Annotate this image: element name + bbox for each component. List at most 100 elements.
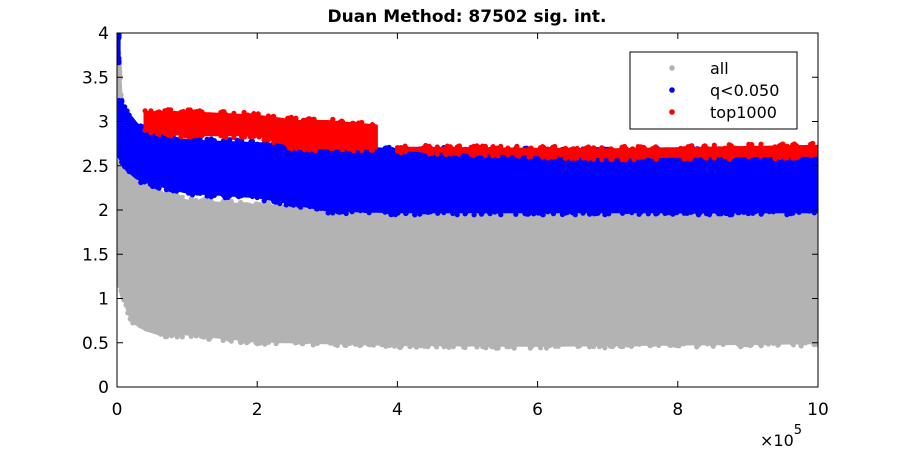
data-point [570,146,576,152]
data-point [350,120,356,126]
data-point [389,147,395,153]
data-point [383,207,389,213]
data-point [555,343,561,349]
data-point [811,210,817,216]
data-point [758,141,764,147]
data-point [785,339,791,345]
data-point [757,341,763,347]
data-point [310,342,316,348]
series-top1000 [142,107,818,163]
data-point [369,147,375,153]
data-point [619,210,626,216]
data-point [238,339,244,345]
data-point [462,210,469,216]
data-point [703,145,709,151]
data-point [352,341,359,347]
data-point [288,114,294,120]
data-point [775,342,781,348]
data-point [402,144,408,151]
data-point [454,212,460,218]
legend-label: top1000 [710,103,777,122]
data-point [301,338,307,344]
x-tick-label: 4 [392,400,403,420]
data-point [314,340,320,346]
data-point [550,210,557,217]
x-tick-label: 8 [672,400,683,420]
data-point [505,152,511,158]
data-point [300,117,306,123]
data-point [208,194,214,200]
data-point [293,145,299,151]
data-point [609,147,615,153]
data-point [343,340,349,347]
data-point [130,320,136,326]
data-point [770,208,776,214]
data-point [591,343,597,350]
data-point [144,326,150,332]
data-point [689,154,695,160]
data-point [350,145,356,151]
data-point [251,111,257,117]
data-point [617,343,623,349]
data-point [261,115,267,121]
data-point [251,133,257,139]
data-point [559,211,566,218]
data-point [480,343,486,349]
data-point [169,194,175,200]
data-point [231,110,237,116]
data-point [421,343,427,349]
data-point [395,210,401,216]
data-point [261,198,267,204]
data-point [270,114,276,120]
data-point [476,149,482,155]
data-point [206,336,212,342]
data-point [174,136,180,142]
data-point [141,179,148,185]
data-point [726,142,732,148]
data-point [456,143,462,149]
x-tick-label: 6 [532,400,543,420]
data-point [337,144,343,150]
data-point [413,344,420,350]
data-point [306,147,312,153]
data-point [429,150,435,157]
data-point [189,197,195,203]
data-point [732,145,738,151]
data-point [255,133,261,139]
data-point [439,341,445,347]
data-point [662,209,668,215]
data-point [168,330,174,336]
data-point [462,344,468,351]
data-point [651,153,658,159]
data-point [253,339,259,346]
data-point [552,153,558,159]
data-point [290,201,296,207]
data-point [371,207,377,213]
data-point [357,208,364,214]
data-point [633,341,639,347]
data-point [513,211,519,217]
data-point [631,147,637,153]
data-point [487,211,493,217]
data-point [732,152,738,158]
data-point [270,136,276,142]
data-point [681,147,688,153]
data-point [750,209,756,215]
data-point [471,152,477,158]
data-point [636,211,642,217]
legend-label: q<0.050 [710,81,779,100]
data-point [528,145,534,151]
data-point [118,92,124,98]
data-point [185,107,191,113]
data-point [694,344,700,350]
data-point [495,153,501,159]
data-point [631,157,637,163]
data-point [672,209,678,215]
x-exponent-label: ×105 [760,423,802,450]
data-point [249,193,255,200]
data-point [543,345,550,351]
data-point [224,335,230,341]
data-point [564,146,570,152]
data-point [611,342,618,348]
